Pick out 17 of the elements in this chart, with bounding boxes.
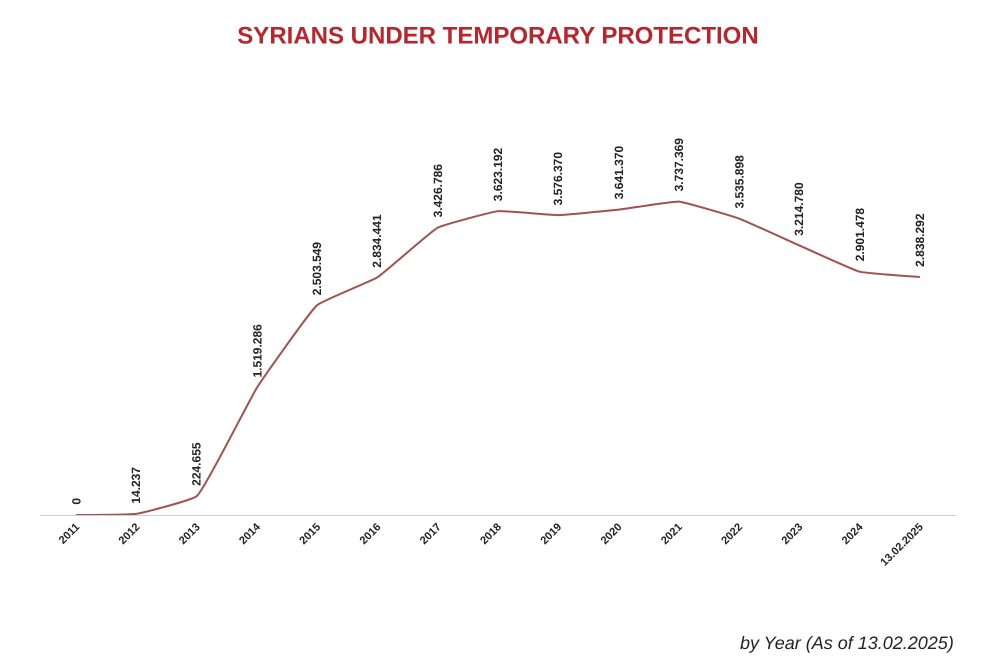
data-label: 1.519.286 — [250, 324, 264, 378]
data-label: 0 — [70, 498, 84, 505]
data-label: 224.655 — [190, 442, 204, 486]
data-label: 3.641.370 — [612, 145, 626, 200]
data-label: 2.838.292 — [912, 213, 927, 267]
data-label: 2.901.478 — [852, 208, 867, 262]
data-label: 3.426.786 — [431, 164, 446, 218]
text: by Year (As of 13.02.2025) — [740, 633, 954, 653]
data-label: 3.737.369 — [672, 138, 686, 192]
data-label: 2.834.441 — [370, 214, 384, 268]
data-label: 3.535.898 — [732, 154, 747, 209]
data-label: 14.237 — [129, 466, 144, 504]
data-label: 3.214.780 — [792, 182, 806, 236]
data-label: 2.503.549 — [310, 242, 324, 296]
chart-title: SYRIANS UNDER TEMPORARY PROTECTION — [237, 22, 759, 50]
data-label: 3.576.370 — [551, 152, 566, 206]
data-label: 3.623.192 — [490, 147, 505, 202]
